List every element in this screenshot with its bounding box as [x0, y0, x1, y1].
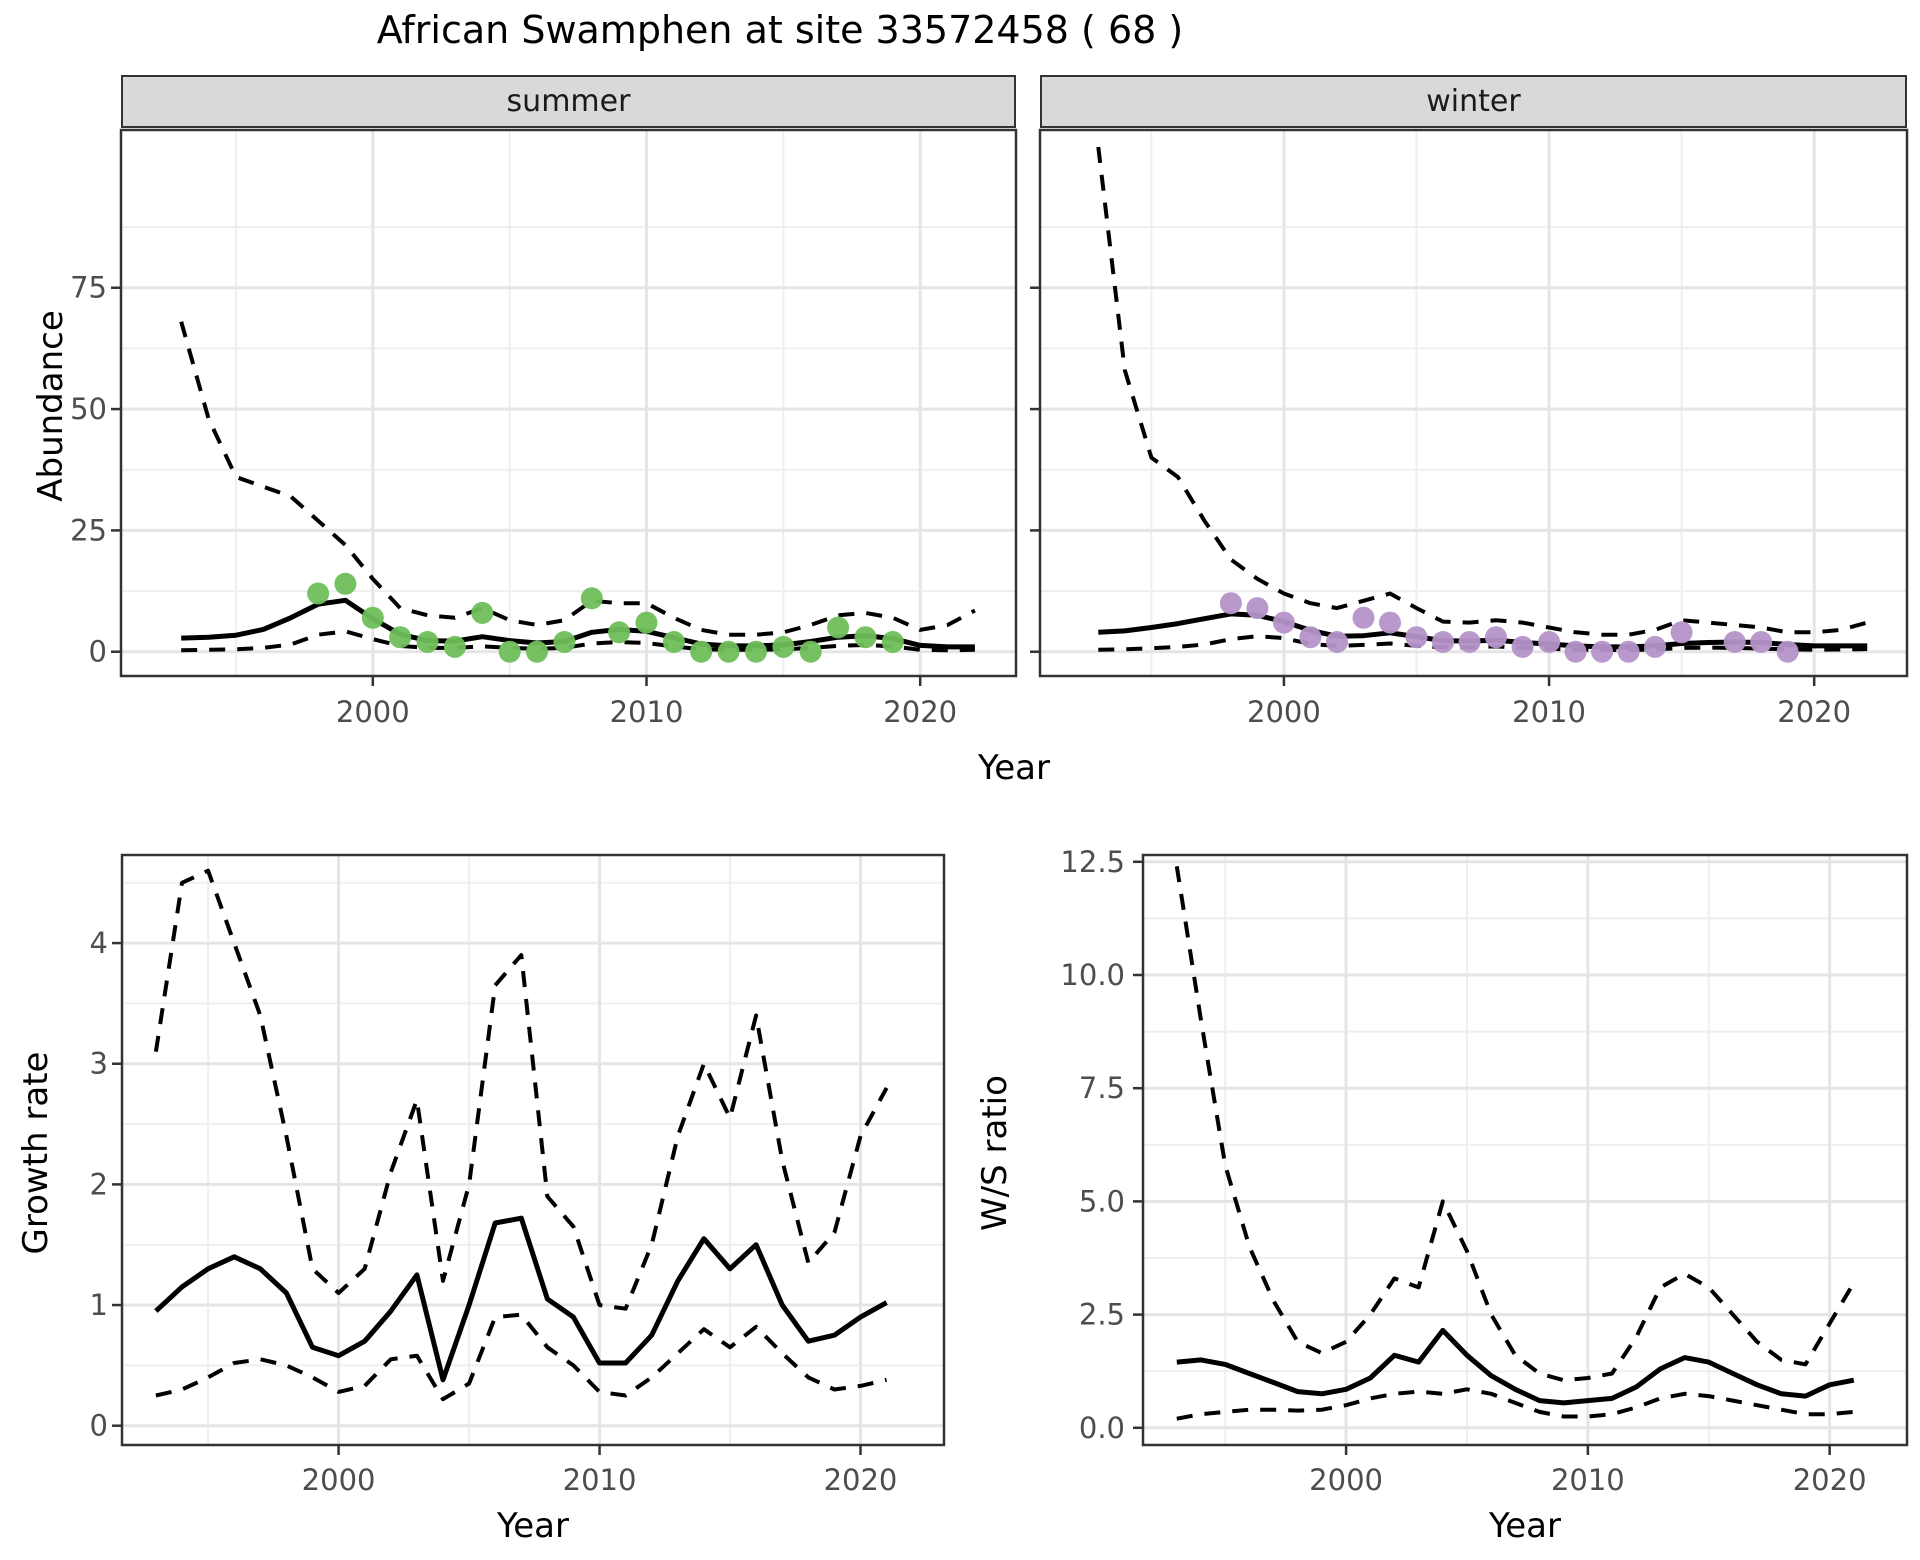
y-axis-tick-label: 0.0 [1079, 1411, 1125, 1445]
x-axis-tick-label: 2010 [1551, 1463, 1625, 1497]
data-point [635, 611, 658, 634]
x-axis-tick-label: 2010 [563, 1463, 637, 1497]
y-axis-tick-label: 0 [89, 635, 107, 669]
y-axis-tick-label: 0 [90, 1409, 108, 1443]
x-axis-title-year-bottom-right: Year [1489, 1506, 1561, 1546]
facet-strip-summer: summer [121, 75, 1016, 128]
panel-border [120, 853, 946, 1447]
data-point [1219, 592, 1242, 615]
data-point [1591, 640, 1614, 663]
data-point [471, 601, 494, 624]
panel-background [1143, 855, 1907, 1445]
data-point [526, 640, 548, 663]
y-axis-tick-label: 3 [90, 1047, 108, 1081]
chart-title: African Swamphen at site 33572458 ( 68 ) [376, 8, 1184, 52]
panel-border [1038, 128, 1909, 678]
x-axis-tick-label: 2000 [1247, 695, 1321, 729]
panel-border [119, 128, 1018, 678]
data-point [1405, 626, 1428, 649]
data-point [1246, 597, 1269, 620]
x-axis-tick-label: 2010 [610, 695, 684, 729]
data-point [1538, 631, 1561, 653]
data-point [1485, 626, 1507, 649]
y-axis-tick-label: 50 [70, 392, 107, 426]
panel-background [1040, 130, 1907, 676]
panel-border [1141, 853, 1909, 1447]
data-point [799, 640, 822, 663]
data-point [1564, 640, 1587, 663]
y-axis-tick-label: 1 [90, 1288, 108, 1322]
data-point [1723, 631, 1746, 653]
data-point [772, 635, 795, 658]
data-point [416, 631, 439, 653]
ci-line-upper_ci [1174, 865, 1856, 1383]
x-axis-tick-label: 2020 [1777, 695, 1851, 729]
fit-line [154, 1215, 888, 1383]
facet-strip-summer-label: summer [506, 84, 631, 119]
ci-line-lower_ci [181, 629, 975, 653]
data-point [580, 587, 603, 610]
data-point [854, 626, 877, 649]
y-axis-tick-label: 12.5 [1060, 845, 1125, 879]
data-point [1299, 626, 1322, 649]
data-point [1326, 631, 1348, 653]
y-axis-tick-label: 4 [90, 926, 108, 960]
data-point [1750, 631, 1773, 653]
data-point [827, 616, 850, 639]
ci-line-lower_ci [1176, 1387, 1854, 1421]
x-axis-tick-label: 2010 [1512, 695, 1586, 729]
y-axis-tick-label: 7.5 [1079, 1071, 1125, 1105]
panel-background [121, 130, 1016, 676]
ci-line-upper_ci [179, 321, 976, 637]
panel-background [122, 855, 944, 1445]
facet-strip-winter: winter [1040, 75, 1907, 128]
data-point [1352, 606, 1375, 629]
data-point [690, 640, 713, 663]
y-axis-tick-label: 10.0 [1060, 958, 1125, 992]
data-point [443, 635, 466, 658]
data-point [1644, 635, 1667, 658]
data-point [1432, 631, 1454, 653]
x-axis-tick-label: 2020 [883, 695, 957, 729]
x-axis-tick-label: 2020 [1793, 1463, 1867, 1497]
data-point [881, 631, 904, 653]
data-point [1379, 611, 1401, 634]
data-point [553, 631, 576, 653]
x-axis-tick-label: 2000 [302, 1463, 376, 1497]
data-point [1272, 611, 1295, 634]
data-point [608, 621, 631, 644]
x-axis-title-year-top: Year [978, 748, 1050, 788]
data-point [334, 572, 357, 595]
fit-line [1176, 1327, 1855, 1406]
x-axis-tick-label: 2000 [336, 695, 410, 729]
data-point [361, 606, 384, 629]
y-axis-tick-label: 2 [90, 1167, 108, 1201]
x-axis-tick-label: 2020 [824, 1463, 898, 1497]
x-axis-tick-label: 2000 [1309, 1463, 1383, 1497]
data-point [1670, 621, 1693, 644]
facet-strip-winter-label: winter [1426, 84, 1521, 119]
data-point [1617, 640, 1640, 663]
data-point [1776, 640, 1799, 663]
x-axis-title-year-bottom-left: Year [497, 1506, 569, 1546]
ci-line-upper_ci [1096, 146, 1868, 637]
data-point [717, 640, 740, 663]
y-axis-tick-label: 25 [70, 513, 107, 547]
y-axis-tick-label: 5.0 [1079, 1184, 1125, 1218]
data-point [662, 631, 685, 653]
ci-line-upper_ci [153, 868, 889, 1311]
y-axis-tick-label: 75 [70, 271, 107, 305]
data-point [498, 640, 521, 663]
data-point [307, 582, 330, 605]
data-point [1458, 631, 1481, 653]
data-point [1511, 635, 1534, 658]
data-point [389, 626, 412, 649]
y-axis-tick-label: 2.5 [1079, 1298, 1125, 1332]
data-point [745, 640, 767, 663]
